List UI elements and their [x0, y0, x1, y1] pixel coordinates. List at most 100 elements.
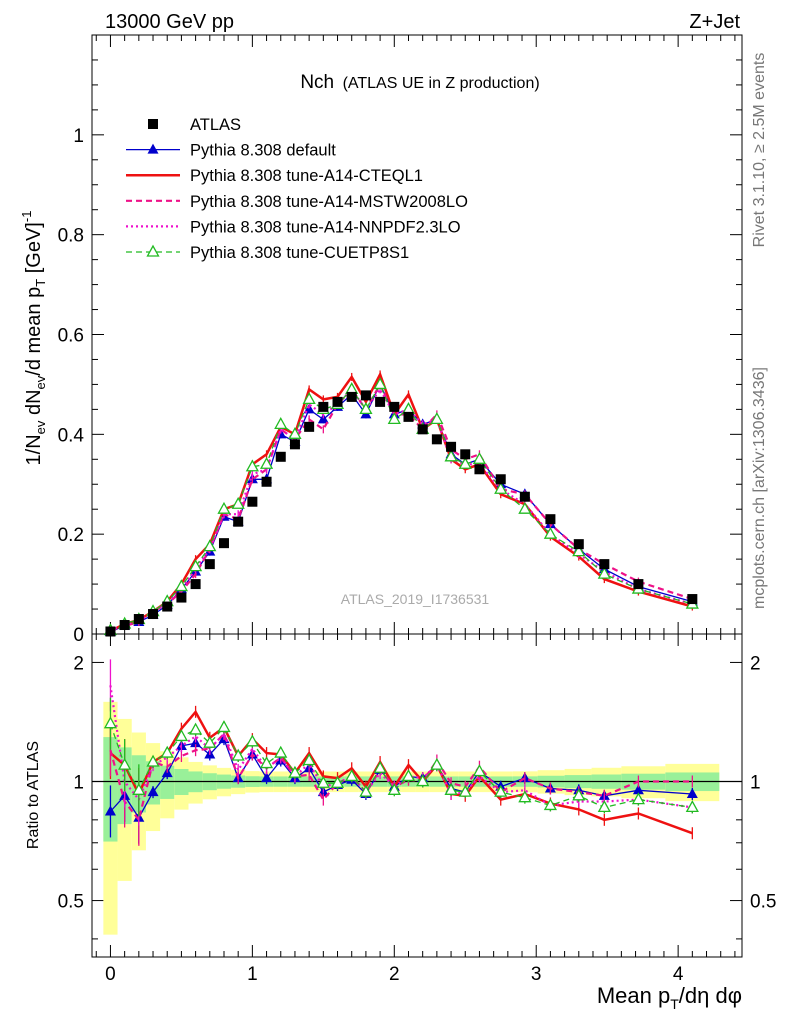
atlas-data-point [105, 626, 116, 637]
atlas-data-point [403, 411, 414, 422]
ratio-point [518, 790, 532, 803]
ratio-point [189, 722, 203, 735]
atlas-data-point [190, 579, 201, 590]
atlas-data-point [346, 391, 357, 402]
ratio-point [543, 798, 558, 811]
ratio-point [160, 745, 174, 758]
legend-label: ATLAS [190, 116, 241, 134]
analysis-id: ATLAS_2019_I1736531 [341, 591, 490, 607]
series-point [494, 481, 508, 494]
series-point [472, 451, 487, 464]
atlas-data-point [233, 516, 244, 527]
ratio-y-tick-label: 1 [73, 773, 84, 794]
atlas-data-point [495, 474, 506, 485]
atlas-data-point [573, 539, 584, 550]
series-point [430, 412, 444, 425]
series-point [543, 526, 558, 539]
atlas-data-point [261, 476, 272, 487]
ratio-point [373, 760, 387, 773]
series-point [518, 501, 532, 514]
ratio-y-tick-label-right: 0.5 [750, 892, 776, 913]
header-right: Z+Jet [689, 11, 740, 33]
atlas-data-point [417, 424, 428, 435]
atlas-data-point [633, 579, 644, 590]
series-point [373, 377, 387, 390]
series-point [572, 544, 586, 557]
atlas-data-point [389, 401, 400, 412]
ratio-point [174, 729, 189, 742]
y-tick-label: 0 [73, 625, 84, 646]
legend-label: Pythia 8.308 default [190, 142, 336, 160]
x-tick-label: 0 [105, 964, 116, 985]
ratio-point [104, 805, 116, 816]
ratio-point [245, 734, 259, 747]
ratio-point [685, 800, 699, 813]
legend-swatch-marker [147, 143, 159, 154]
series-line [110, 382, 693, 633]
atlas-data-point [545, 514, 556, 525]
series-line [110, 382, 693, 633]
series-point [231, 496, 245, 509]
ratio-y-tick-label: 2 [73, 653, 84, 674]
atlas-data-point [204, 559, 215, 570]
legend-label: Pythia 8.308 tune-CUETP8S1 [190, 244, 409, 262]
side-label-top: Rivet 3.1.10, ≥ 2.5M events [751, 53, 768, 248]
ratio-point [147, 786, 159, 797]
ratio-y-tick-label-right: 1 [750, 773, 761, 794]
x-tick-label: 2 [389, 964, 400, 985]
atlas-data-point [162, 601, 173, 612]
ratio-series-line [109, 723, 693, 809]
atlas-data-point [247, 496, 258, 507]
ratio-point [686, 787, 698, 798]
series-point [259, 456, 274, 469]
series-point [597, 566, 611, 579]
series-line [109, 371, 693, 633]
ratio-point [217, 720, 231, 733]
ratio-point [274, 745, 288, 758]
x-tick-label: 1 [247, 964, 258, 985]
ratio-point [401, 769, 416, 782]
series-point [174, 579, 189, 592]
ratio-point [259, 756, 274, 769]
x-axis-label: Mean pT/dη dφ [597, 983, 742, 1012]
ratio-point [203, 735, 217, 748]
ratio-point [103, 716, 118, 729]
series-point [288, 426, 302, 439]
atlas-data-point [375, 396, 386, 407]
series-point [203, 539, 217, 552]
plot-title-main: Nch [300, 72, 334, 93]
ratio-point [416, 774, 430, 787]
ratio-point [359, 784, 373, 797]
ratio-point [458, 784, 472, 797]
ratio-y-tick-label-right: 2 [750, 653, 761, 674]
ratio-series-line [109, 737, 693, 819]
atlas-data-point [599, 559, 610, 570]
plot-title-sub: (ATLAS UE in Z production) [343, 75, 540, 92]
series-point [189, 559, 203, 572]
atlas-data-point [176, 592, 187, 603]
ratio-point [330, 775, 345, 788]
y-tick-label: 0.6 [58, 326, 84, 347]
legend-item: Pythia 8.308 tune-A14-CTEQL1 [126, 167, 423, 185]
ratio-point [261, 772, 273, 783]
atlas-data-point [460, 449, 471, 460]
y-tick-label: 0.2 [58, 525, 84, 546]
ratio-series-line [109, 685, 693, 809]
ratio-point [302, 753, 316, 766]
ratio-point [631, 792, 645, 805]
legend-item: Pythia 8.308 tune-CUETP8S1 [126, 244, 409, 262]
header-left: 13000 GeV pp [105, 11, 234, 33]
legend-label: Pythia 8.308 tune-A14-NNPDF2.3LO [190, 218, 461, 236]
y-tick-label: 1 [73, 126, 84, 147]
legend-item: Pythia 8.308 tune-A14-MSTW2008LO [126, 193, 468, 211]
ratio-point [118, 757, 132, 770]
ratio-point [444, 782, 458, 795]
atlas-data-point [474, 464, 485, 475]
series-point [302, 392, 316, 405]
legend-item: ATLAS [148, 116, 241, 134]
ratio-plot-frame [91, 633, 743, 958]
atlas-data-point [687, 594, 698, 605]
ratio-series-line [109, 709, 693, 835]
y-axis-label-bottom: Ratio to ATLAS [25, 741, 42, 849]
